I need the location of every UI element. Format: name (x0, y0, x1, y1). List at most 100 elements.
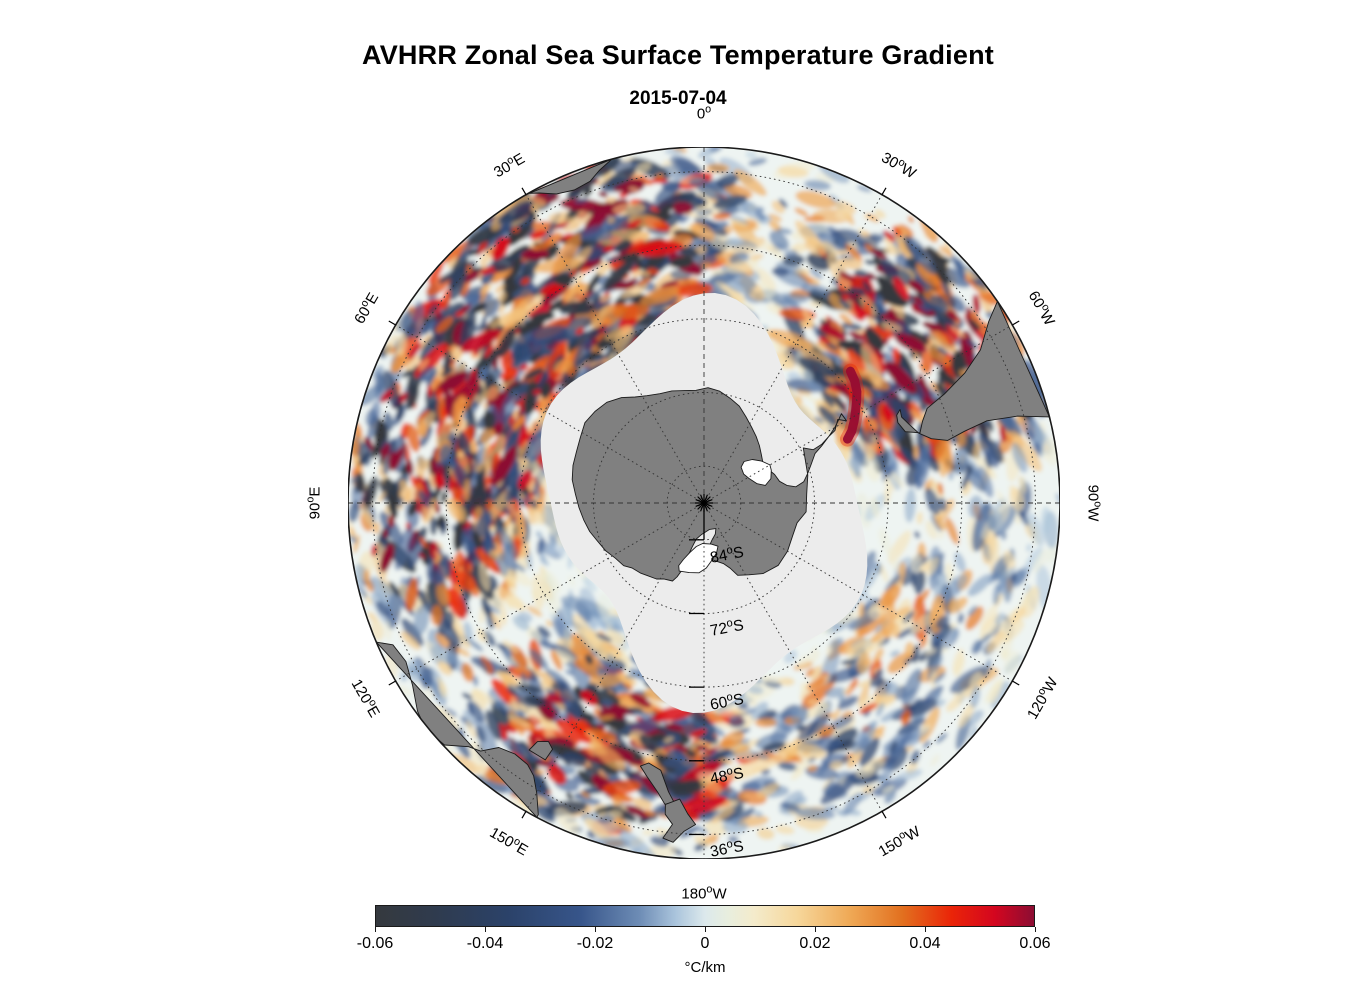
eddy-blob (824, 779, 836, 794)
eddy-blob (996, 490, 1007, 506)
eddy-blob (514, 563, 526, 573)
eddy-blob (824, 341, 839, 351)
eddy-blob (754, 267, 777, 291)
colorbar-tick (705, 927, 706, 932)
eddy-blob (907, 215, 915, 223)
eddy-blob (383, 411, 394, 431)
eddy-blob (990, 681, 1011, 709)
eddy-blob (392, 404, 407, 427)
eddy-blob (804, 179, 832, 191)
eddy-blob (850, 653, 861, 672)
eddy-blob (586, 244, 605, 260)
eddy-blob (867, 317, 877, 329)
eddy-blob (1032, 548, 1049, 573)
eddy-blob (768, 213, 783, 222)
eddy-blob (971, 639, 983, 655)
eddy-blob (428, 260, 444, 285)
polar-map[interactable]: 0o 30oE 60oE 90oE 120oE 150oE 180oW 150oW 120oW 9… (305, 104, 1104, 903)
eddy-blob (437, 660, 453, 676)
eddy-blob (704, 820, 728, 836)
eddy-blob (582, 576, 597, 593)
eddy-blob (938, 573, 968, 603)
eddy-blob (545, 619, 553, 628)
eddy-blob (910, 749, 921, 765)
eddy-blob (881, 568, 889, 583)
eddy-blob (502, 266, 516, 294)
eddy-blob (994, 612, 1005, 625)
eddy-blob (400, 631, 421, 651)
eddy-blob (829, 319, 845, 334)
eddy-blob (373, 522, 380, 535)
eddy-blob (572, 282, 592, 295)
colorbar-tick (375, 927, 376, 932)
eddy-blob (642, 829, 654, 836)
eddy-blob (545, 687, 556, 695)
eddy-blob (426, 581, 447, 616)
eddy-blob (972, 294, 981, 314)
eddy-blob (655, 827, 666, 834)
colorbar-tick-label: 0.06 (1019, 935, 1051, 952)
eddy-blob (443, 707, 458, 717)
eddy-blob (583, 817, 611, 841)
eddy-blob (480, 315, 487, 331)
eddy-blob (965, 606, 984, 631)
eddy-blob (548, 298, 564, 313)
eddy-blob (562, 224, 581, 232)
eddy-blob (932, 699, 946, 709)
eddy-blob (904, 487, 916, 523)
eddy-blob (916, 511, 923, 525)
eddy-blob (577, 293, 588, 303)
eddy-blob (566, 334, 579, 346)
eddy-blob (514, 740, 536, 763)
eddy-blob (382, 455, 391, 477)
eddy-blob (962, 710, 984, 729)
eddy-blob (938, 245, 954, 258)
eddy-blob (749, 253, 764, 261)
eddy-blob (987, 536, 1000, 565)
colorbar-tick (1035, 927, 1036, 932)
eddy-blob (967, 605, 978, 617)
eddy-blob (816, 232, 847, 251)
eddy-blob (883, 246, 903, 256)
eddy-blob (512, 284, 537, 299)
eddy-blob (844, 243, 863, 261)
eddy-blob (443, 317, 463, 337)
eddy-blob (394, 526, 414, 571)
eddy-blob (397, 685, 412, 697)
eddy-blob (830, 391, 847, 412)
eddy-blob (820, 387, 834, 409)
eddy-blob (1003, 550, 1016, 569)
eddy-blob (695, 182, 725, 201)
eddy-blob (948, 596, 968, 614)
eddy-blob (460, 285, 486, 299)
eddy-blob (848, 331, 865, 341)
longitude-label: 0o (696, 103, 712, 123)
eddy-blob (957, 613, 965, 624)
eddy-blob (875, 681, 899, 697)
eddy-blob (559, 198, 604, 212)
eddy-blob (1023, 546, 1043, 574)
colorbar-tick (485, 927, 486, 932)
eddy-blob (966, 464, 973, 475)
colorbar-tick-label: 0.04 (909, 935, 941, 952)
eddy-blob (925, 520, 938, 540)
eddy-blob (869, 233, 884, 243)
eddy-blob (401, 369, 413, 378)
colorbar-tick-label: 0 (700, 935, 710, 952)
eddy-blob (888, 446, 897, 472)
eddy-blob (898, 240, 911, 257)
colorbar[interactable]: °C/km -0.06 -0.04 -0.02 0 0.02 0.04 0.06 (357, 905, 1051, 976)
eddy-blob (529, 649, 549, 670)
colorbar-gradient (375, 905, 1035, 927)
colorbar-unit-label: °C/km (684, 959, 726, 976)
eddy-blob (441, 490, 448, 504)
eddy-blob (529, 230, 547, 240)
eddy-blob (472, 689, 495, 705)
eddy-blob (803, 215, 825, 223)
eddy-blob (712, 212, 732, 220)
eddy-blob (941, 330, 954, 346)
eddy-blob (818, 336, 830, 344)
eddy-blob (468, 639, 484, 652)
map-canvas[interactable] (348, 147, 1060, 859)
eddy-blob (557, 216, 576, 225)
